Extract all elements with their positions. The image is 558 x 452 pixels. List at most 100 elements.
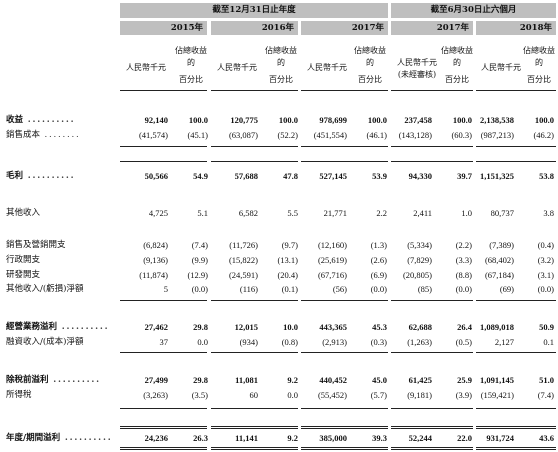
row-label: 所得稅 [6, 390, 32, 400]
table-cell: (0.3) [370, 337, 387, 347]
table-cell: 45.0 [372, 375, 387, 385]
table-cell: (0.5) [455, 337, 472, 347]
table-cell: (0.0) [370, 284, 387, 294]
row-label: 其他收入 [6, 208, 41, 218]
row-label: 其他收入/(虧損)淨額 [6, 284, 84, 294]
table-cell: (5,334) [407, 240, 432, 250]
table-cell: 26.3 [193, 433, 208, 443]
year-label: 2016年 [261, 23, 294, 33]
year-band [476, 21, 556, 35]
table-cell: (13.1) [277, 255, 298, 265]
subtotal-rule [391, 408, 473, 409]
table-cell: (3.9) [455, 390, 472, 400]
table-cell: 22.0 [457, 433, 472, 443]
table-cell: 440,452 [319, 375, 347, 385]
table-cell: (11,726) [229, 240, 258, 250]
table-cell: 92,140 [144, 115, 168, 125]
table-cell: (85) [417, 284, 432, 294]
table-cell: (7,389) [489, 240, 514, 250]
table-cell: 1,151,325 [480, 171, 514, 181]
col-header-pct-line2: 百分比 [358, 75, 382, 84]
table-cell: (6,824) [143, 240, 168, 250]
table-cell: (15,822) [228, 255, 258, 265]
table-cell: (56) [332, 284, 347, 294]
table-cell: 26.4 [457, 322, 472, 332]
table-cell: (3,263) [143, 390, 168, 400]
table-cell: (12.9) [187, 270, 208, 280]
year-label: 2017年 [436, 23, 469, 33]
table-cell: (60.3) [451, 130, 472, 140]
table-cell: 2,138,538 [480, 115, 514, 125]
total-rule [391, 426, 473, 429]
leader-dots: .......... [48, 375, 101, 385]
subtotal-rule [301, 300, 388, 301]
table-cell: 50.9 [539, 322, 554, 332]
table-cell: 39.7 [457, 171, 472, 181]
total-rule [211, 447, 298, 450]
subtotal-rule [120, 161, 207, 162]
row-label: 除稅前溢利 .......... [6, 375, 101, 385]
year-band [211, 21, 298, 35]
col-header-pct-line2: 百分比 [269, 75, 293, 84]
table-cell: 2,127 [494, 337, 514, 347]
leader-dots: .......... [23, 115, 76, 125]
table-cell: (7.4) [537, 390, 554, 400]
table-cell: 54.9 [193, 171, 208, 181]
table-cell: 237,458 [404, 115, 432, 125]
leader-dots: .......... [57, 322, 110, 332]
table-cell: (1,263) [407, 337, 432, 347]
table-cell: 0.1 [543, 337, 554, 347]
leader-dots: .......... [23, 171, 76, 181]
table-cell: 61,425 [408, 375, 432, 385]
table-cell: (5.7) [370, 390, 387, 400]
total-rule [476, 447, 556, 450]
total-rule [301, 426, 388, 429]
table-cell: 120,775 [230, 115, 258, 125]
row-label: 收益 .......... [6, 115, 76, 125]
table-cell: (24,591) [228, 270, 258, 280]
table-cell: 1,091,145 [480, 375, 514, 385]
table-cell: (52.2) [277, 130, 298, 140]
table-cell: 385,000 [319, 433, 347, 443]
table-cell: 57,688 [234, 171, 258, 181]
subtotal-rule [211, 161, 298, 162]
subtotal-rule [391, 161, 473, 162]
year-label: 2017年 [351, 23, 384, 33]
table-cell: 50,566 [144, 171, 168, 181]
table-cell: 931,724 [486, 433, 514, 443]
col-header-pct: 佔總收益的 百分比 [520, 45, 558, 86]
table-cell: 4,725 [148, 208, 168, 218]
table-cell: (67,184) [484, 270, 514, 280]
col-header-amount: 人民幣千元 [126, 63, 166, 72]
col-header-pct: 佔總收益的 百分比 [438, 45, 476, 86]
header-rule [301, 90, 388, 91]
table-cell: 100.0 [188, 115, 208, 125]
total-rule [120, 426, 207, 429]
table-cell: 527,145 [319, 171, 347, 181]
subtotal-rule [476, 352, 556, 353]
year-label: 2015年 [170, 23, 203, 33]
row-label: 毛利 .......... [6, 171, 76, 181]
table-cell: 100.0 [367, 115, 387, 125]
table-cell: 6,582 [238, 208, 258, 218]
table-cell: (2.6) [370, 255, 387, 265]
table-cell: (2,913) [322, 337, 347, 347]
table-cell: (63,087) [228, 130, 258, 140]
table-cell: 29.8 [193, 322, 208, 332]
table-cell: 1,089,018 [480, 322, 514, 332]
col-header-pct-line1: 佔總收益的 [175, 46, 207, 67]
table-cell: 2,411 [413, 208, 432, 218]
table-cell: (12,160) [317, 240, 347, 250]
total-rule [211, 426, 298, 429]
table-cell: (9.7) [281, 240, 298, 250]
table-cell: 27,462 [144, 322, 168, 332]
table-cell: 47.8 [283, 171, 298, 181]
col-header-pct-line2: 百分比 [445, 75, 469, 84]
table-cell: (0.8) [281, 337, 298, 347]
subtotal-rule [211, 352, 298, 353]
row-label: 經營業務溢利 .......... [6, 322, 110, 332]
table-cell: 978,699 [319, 115, 347, 125]
table-cell: (451,554) [313, 130, 347, 140]
table-cell: (0.4) [537, 240, 554, 250]
total-rule [120, 447, 207, 450]
